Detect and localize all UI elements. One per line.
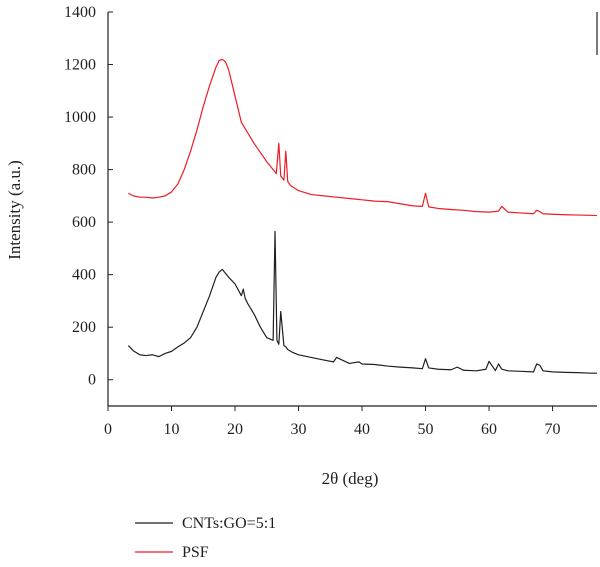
- y-tick-label: 1000: [64, 109, 96, 126]
- x-tick-label: 60: [481, 421, 497, 438]
- legend-label-cnts: CNTs:GO=5:1: [182, 515, 276, 532]
- legend-label-psf: PSF: [182, 544, 209, 561]
- y-tick-label: 800: [72, 162, 96, 179]
- series-line-psf: [128, 58, 598, 217]
- x-tick-label: 0: [104, 421, 112, 438]
- series-layer: [127, 58, 598, 374]
- x-tick-label: 40: [354, 421, 370, 438]
- x-tick-label: 20: [227, 421, 243, 438]
- y-tick-label: 400: [72, 267, 96, 284]
- x-tick-label: 70: [545, 421, 561, 438]
- x-axis-title: 2θ (deg): [322, 469, 379, 488]
- y-axis-title: Intensity (a.u.): [5, 160, 24, 260]
- x-tick-label: 10: [164, 421, 180, 438]
- x-tick-label: 30: [291, 421, 307, 438]
- y-tick-label: 1400: [64, 4, 96, 21]
- y-tick-label: 1200: [64, 57, 96, 74]
- y-tick-label: 600: [72, 214, 96, 231]
- y-tick-label: 200: [72, 319, 96, 336]
- ticks-layer: 0 200 400 600 800 1000 1200 1400 0 10 20 30 40 50 60 70: [64, 4, 561, 438]
- legend: CNTs:GO=5:1 PSF: [135, 515, 276, 561]
- axes: [107, 12, 598, 407]
- series-line-cnts-go: [127, 230, 597, 374]
- x-tick-label: 50: [418, 421, 434, 438]
- y-tick-label: 0: [88, 372, 96, 389]
